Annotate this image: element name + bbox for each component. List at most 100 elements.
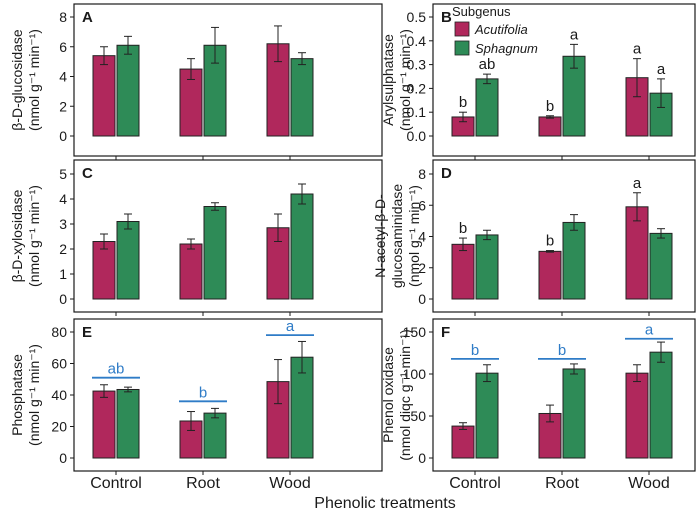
bar-sphagnum — [649, 232, 673, 300]
category-label-wood: Wood — [269, 475, 311, 492]
panel-d: D 0 2 4 6 8 N-acetyl-β-D-glucosaminidase (nmol … — [372, 159, 696, 316]
error-bar — [274, 25, 282, 63]
y-tick-label: 0.1 — [407, 104, 427, 120]
bar-sphagnum — [562, 221, 586, 300]
y-axis-title: (nmol g⁻¹ min⁻¹) — [397, 29, 413, 131]
panel-f: F 0 50 100 150 Phenol oxidase (nmol diqc g⁻¹ m… — [380, 318, 696, 475]
error-bar — [124, 386, 132, 393]
y-tick-label: 2 — [59, 98, 67, 114]
error-bar — [570, 363, 578, 375]
group-letter: b — [471, 342, 479, 359]
y-axis-title: N-acetyl-β-D- — [372, 194, 388, 278]
bar-acutifolia — [92, 241, 116, 300]
y-tick-label: 0.3 — [407, 57, 427, 73]
bar-acutifolia — [92, 390, 116, 459]
error-bar — [459, 422, 467, 430]
legend-label-sphagnum: Sphagnum — [475, 41, 538, 56]
y-tick-label: 20 — [51, 419, 67, 435]
y-tick-label: 0.0 — [407, 128, 427, 144]
legend: Subgenus Acutifolia Sphagnum — [452, 4, 538, 56]
bar-sphagnum — [475, 78, 499, 137]
error-bar — [274, 359, 282, 405]
y-tick-label: 0 — [59, 128, 67, 144]
y-tick-label: 5 — [59, 166, 67, 182]
significance-letter: a — [570, 26, 579, 43]
category-label-root: Root — [545, 475, 579, 492]
bar-acutifolia — [179, 243, 203, 300]
y-tick-label: 40 — [51, 387, 67, 403]
category-label-wood: Wood — [628, 475, 670, 492]
bar-sphagnum — [649, 351, 673, 459]
y-tick-label: 2 — [418, 260, 426, 276]
error-bar — [298, 340, 306, 374]
y-tick-label: 0 — [418, 291, 426, 307]
significance-letter: a — [657, 61, 666, 78]
error-bar — [570, 214, 578, 231]
significance-letter: a — [633, 41, 642, 58]
bar-sphagnum — [290, 193, 314, 300]
legend-title: Subgenus — [452, 4, 511, 19]
y-axis-title: (nmol diqc g⁻¹ min⁻¹) — [397, 329, 413, 460]
significance-letter: a — [633, 175, 642, 192]
y-tick-label: 80 — [51, 324, 67, 340]
error-bar — [483, 364, 491, 383]
bar-sphagnum — [116, 221, 140, 300]
y-tick-label: 8 — [59, 9, 67, 25]
y-tick-label: 0.2 — [407, 80, 427, 96]
y-tick-label: 0 — [59, 450, 67, 466]
group-letter: a — [645, 322, 654, 339]
y-tick-label: 3 — [59, 216, 67, 232]
error-bar — [483, 229, 491, 241]
bar-acutifolia — [625, 372, 649, 459]
y-tick-label: 100 — [403, 366, 427, 382]
panel-label: D — [441, 165, 452, 182]
error-bar — [100, 384, 108, 398]
panel-b: B 0.0 0.1 0.2 0.3 0.4 0.5 Arylsulphatase (nmol g… — [380, 3, 696, 160]
error-bar — [100, 46, 108, 66]
x-axis-title: Phenolic treatments — [314, 495, 455, 512]
y-tick-label: 150 — [403, 324, 427, 340]
legend-label-acutifolia: Acutifolia — [474, 22, 528, 37]
group-letter: b — [199, 384, 207, 401]
bar-acutifolia — [92, 55, 116, 137]
error-bar — [211, 26, 219, 64]
y-tick-label: 0.5 — [407, 9, 427, 25]
y-tick-label: 2 — [59, 241, 67, 257]
error-bar — [657, 341, 665, 363]
bar-acutifolia — [538, 250, 562, 300]
y-axis-title: Phenol oxidase — [380, 347, 396, 443]
y-tick-label: 0 — [59, 291, 67, 307]
error-bar — [298, 52, 306, 66]
y-tick-label: 4 — [59, 191, 67, 207]
y-tick-label: 50 — [410, 408, 426, 424]
bar-sphagnum — [203, 412, 227, 459]
error-bar — [100, 233, 108, 250]
y-axis-title: Phosphatase — [9, 354, 25, 436]
significance-letter: b — [459, 94, 467, 111]
error-bar — [124, 35, 132, 55]
panel-label: E — [82, 324, 92, 341]
y-tick-label: 6 — [59, 39, 67, 55]
error-bar — [187, 411, 195, 431]
y-axis-title: Arylsulphatase — [380, 34, 396, 126]
error-bar — [546, 250, 554, 253]
category-label-control: Control — [90, 475, 142, 492]
panel-label: F — [441, 324, 450, 341]
error-bar — [211, 407, 219, 419]
bar-sphagnum — [116, 44, 140, 137]
panel-e: E 0 20 40 60 80 Phosphatase (nmol g⁻¹ min⁻¹) ab b… — [9, 318, 383, 475]
bar-sphagnum — [562, 368, 586, 459]
panel-label: C — [82, 165, 93, 182]
group-letter: a — [286, 318, 295, 335]
error-bar — [298, 183, 306, 205]
group-letter: b — [558, 342, 566, 359]
error-bar — [483, 73, 491, 85]
legend-swatch-acutifolia — [454, 21, 470, 37]
error-bar — [546, 404, 554, 423]
bar-sphagnum — [116, 388, 140, 459]
bar-sphagnum — [290, 58, 314, 137]
error-bar — [657, 78, 665, 108]
bar-acutifolia — [451, 425, 475, 459]
legend-swatch-sphagnum — [454, 40, 470, 56]
